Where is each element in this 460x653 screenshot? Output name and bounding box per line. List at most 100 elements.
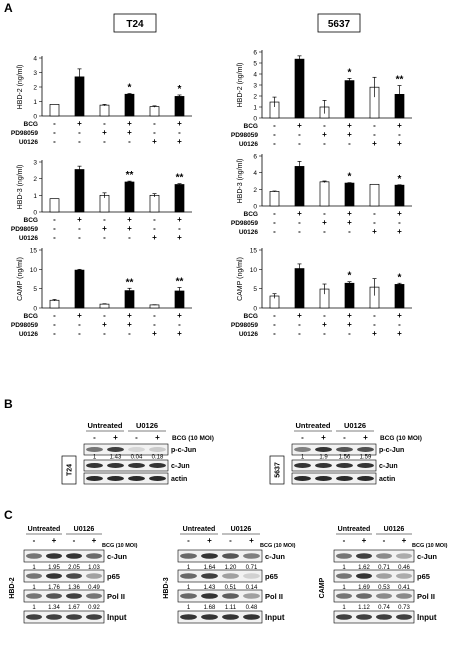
bar [394,184,405,207]
bar [149,304,160,309]
y-tick-label: 6 [253,154,257,161]
treatment-sign: + [297,311,302,320]
blot-band [357,476,374,481]
treatment-sign: - [178,320,181,329]
treatment-sign: - [298,320,301,329]
treatment-sign: + [372,227,377,236]
blot-band [357,463,374,468]
blot-strip [333,610,415,624]
treatment-row-label: BCG [244,313,258,320]
treatment-sign: + [397,329,402,338]
treatment-label: BCG (10 MOI) [172,435,214,442]
cell-line-box [269,455,285,485]
chip-blots-c: Untreated U0126 - + - + BCG (10 MOI) HBD-2 c-Jun… [9,526,448,624]
blot-band [222,593,239,599]
treatment-sign: + [177,311,182,320]
bar [294,268,305,309]
blot-band [149,447,166,452]
blot-band [336,463,353,468]
lane-sign: - [229,536,232,545]
treatment-sign: - [153,215,156,224]
blot-band [149,476,166,481]
quantification-value: 1.20 [225,565,237,571]
treatment-row-label: BCG [244,123,258,130]
blot-band [315,447,332,452]
blot-strip [83,459,169,472]
treatment-sign: + [372,139,377,148]
bar [49,104,60,117]
blot-band [180,553,197,559]
group-label: U0126 [136,421,158,430]
quantification-value: 1.62 [358,565,370,571]
blot-band [86,573,102,579]
treatment-sign: - [273,320,276,329]
blot-band [46,593,62,599]
lane-sign: - [301,433,304,442]
treatment-sign: - [273,121,276,130]
blot-strip [23,589,105,603]
bar [124,181,135,213]
treatment-sign: + [127,119,132,128]
treatment-sign: + [152,329,157,338]
treatment-row-label: BCG [24,121,38,128]
blot-band [128,476,145,481]
treatment-sign: - [323,329,326,338]
treatment-sign: + [77,311,82,320]
treatment-sign: + [347,218,352,227]
quantification-value: 1.03 [88,565,100,571]
treatment-sign: + [347,130,352,139]
treatment-sign: + [127,128,132,137]
treatment-sign: - [53,311,56,320]
bar [49,299,60,309]
y-tick-label: 10 [250,267,258,274]
bar [149,106,160,117]
band-label: p65 [107,572,120,581]
treatment-sign: - [78,329,81,338]
blot-strip [23,549,105,563]
band-label: actin [171,476,187,483]
y-tick-label: 0 [253,116,257,123]
blot-band [336,553,352,559]
treatment-row-label: U0126 [19,139,39,146]
treatment-row-label: PD98059 [231,132,258,139]
quantification-value: 0.74 [378,605,390,611]
quantification-value: 0.53 [378,585,390,591]
y-tick-label: 6 [253,50,257,57]
band-label: p65 [265,572,278,581]
blot-band [26,573,42,579]
blot-band [86,447,103,452]
blot-band [107,463,124,468]
treatment-sign: + [177,233,182,242]
blot-band [222,573,239,579]
cell-line-box [61,455,77,485]
bar [369,183,380,207]
treatment-row-label: PD98059 [11,322,38,329]
blot-band [86,553,102,559]
treatment-sign: - [348,139,351,148]
blot-band [396,593,412,599]
treatment-sign: + [177,119,182,128]
blot-band [336,447,353,452]
y-tick-label: 1 [33,99,37,106]
y-axis-label: HBD-3 (ng/ml) [237,159,244,204]
panel-label-a: A [4,1,13,15]
treatment-sign: - [373,209,376,218]
bar [344,80,355,119]
blot-band [315,476,332,481]
blot-band [201,553,218,559]
blot-band [294,447,311,452]
blot-band [356,553,372,559]
bar [99,303,110,309]
group-label: Untreated [87,421,122,430]
treatment-sign: - [103,137,106,146]
blot-strip [291,459,377,472]
treatment-sign: + [397,121,402,130]
treatment-sign: - [103,233,106,242]
treatment-sign: - [153,224,156,233]
treatment-label: BCG (10 MOI) [380,435,422,442]
treatment-sign: - [348,227,351,236]
significance-mark: * [348,67,352,78]
treatment-sign: + [397,209,402,218]
blot-band [180,573,197,579]
